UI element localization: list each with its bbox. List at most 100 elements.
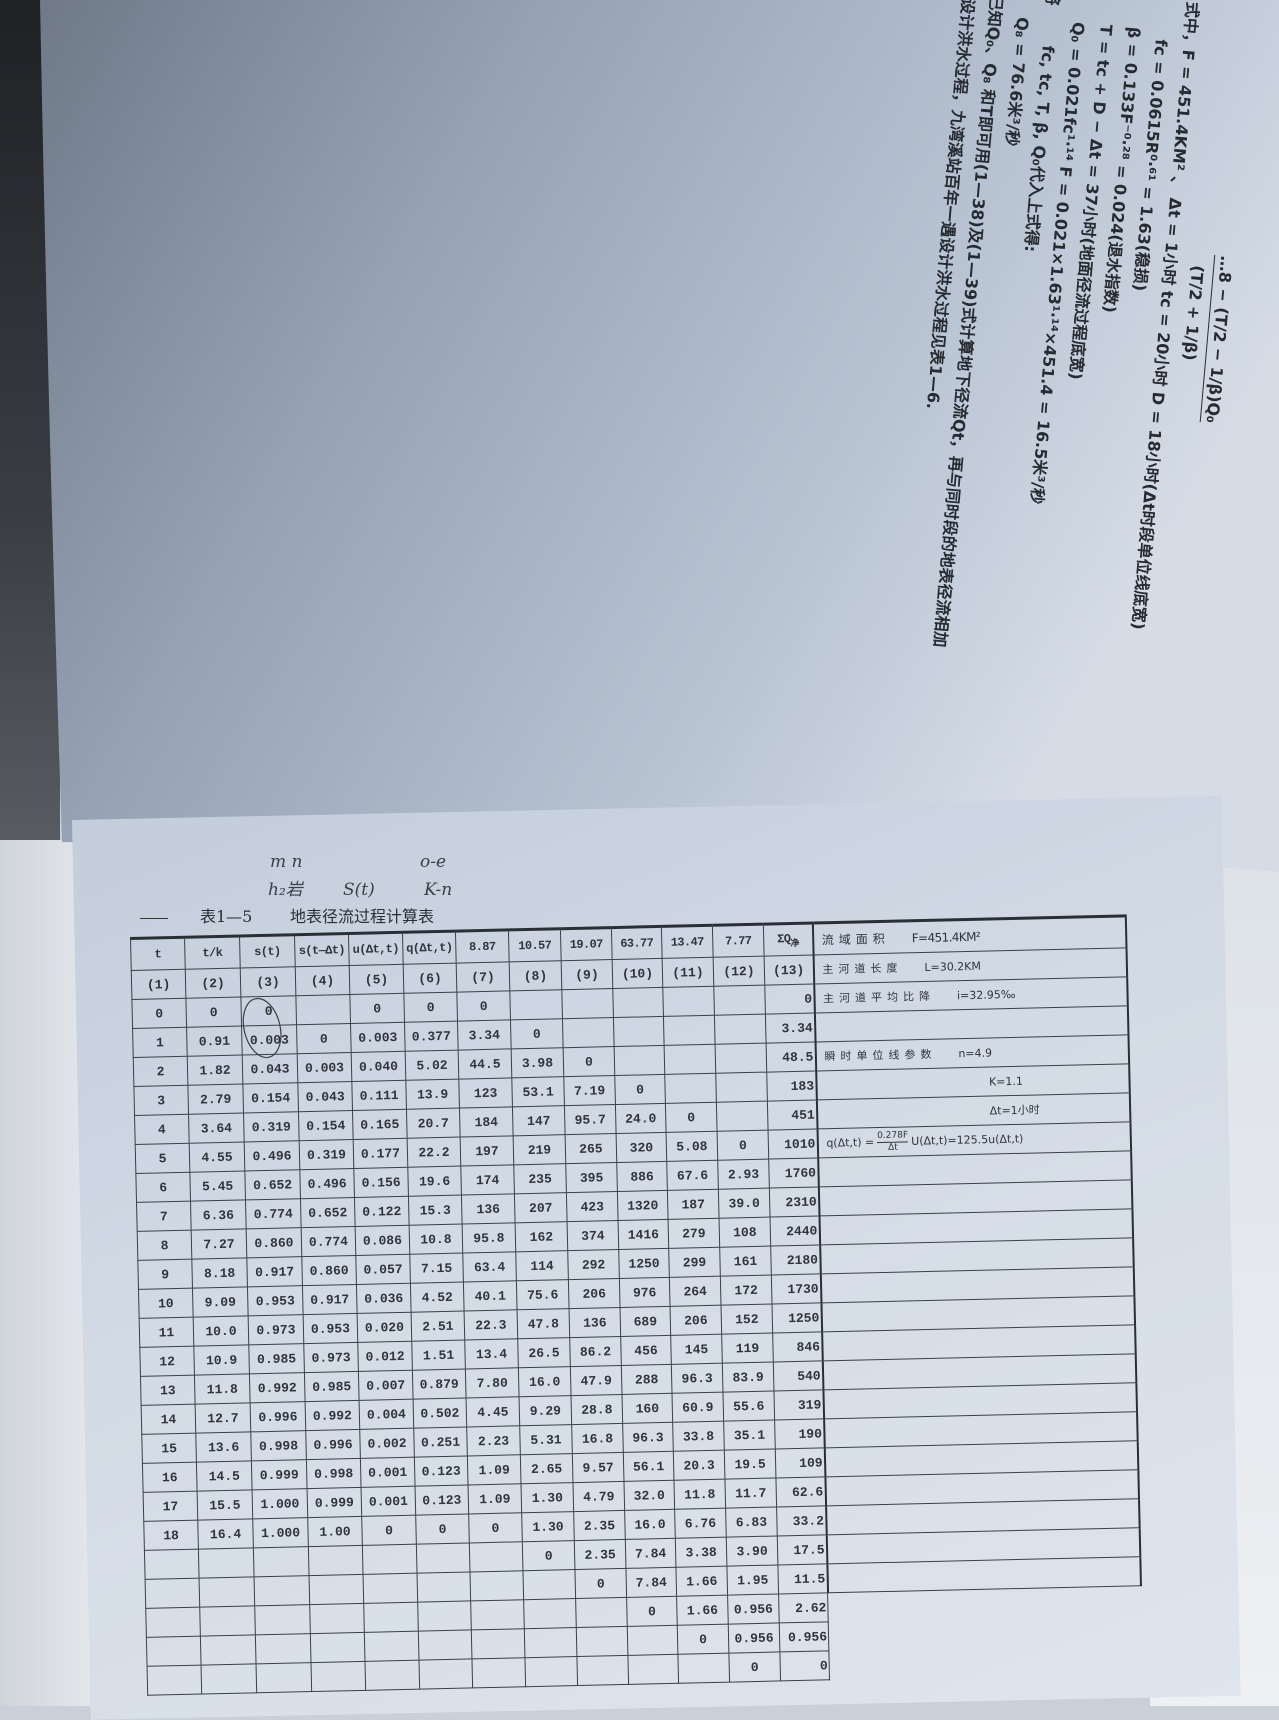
table-cell: 35.1 [724, 1420, 776, 1450]
table-cell: 279 [668, 1218, 720, 1248]
table-cell: 7.19 [564, 1076, 616, 1106]
table-cell [678, 1653, 730, 1683]
column-header: u(Δt,t) [348, 932, 403, 965]
table-cell: 0.973 [304, 1342, 359, 1372]
table-cell [471, 1629, 525, 1659]
table-cell: 109 [775, 1448, 825, 1478]
table-cell [253, 1547, 309, 1577]
table-cell [309, 1574, 364, 1604]
table-cell: 0.917 [302, 1284, 357, 1314]
table-cell: 2.35 [574, 1539, 626, 1569]
table-cell [469, 1542, 523, 1572]
table-cell [417, 1572, 471, 1602]
table-cell: 152 [721, 1304, 773, 1334]
table-cell: 33.2 [777, 1506, 827, 1536]
table-cell: 0.985 [304, 1371, 359, 1401]
table-cell: 0 [510, 1019, 563, 1049]
side-panel-label: 瞬时单位线参数 [824, 1048, 936, 1064]
column-header: t [131, 937, 186, 970]
table-cell: 0 [677, 1624, 729, 1654]
table-cell: 3.98 [511, 1048, 564, 1078]
table-cell: 264 [669, 1276, 721, 1306]
table-cell [362, 1544, 417, 1574]
table-cell: 1760 [769, 1158, 819, 1188]
table-cell: 7.84 [626, 1567, 677, 1597]
table-cell: 1.66 [676, 1566, 728, 1596]
table-cell [310, 1603, 365, 1633]
table-cell: 0.251 [414, 1427, 468, 1457]
table-cell: 320 [616, 1132, 667, 1162]
table-cell: 40.1 [463, 1281, 517, 1311]
table-cell: 1320 [617, 1190, 668, 1220]
column-number: (6) [403, 963, 457, 993]
table-cell: 14.5 [196, 1461, 252, 1491]
table-cell: 83.9 [722, 1362, 774, 1392]
table-cell: 0.086 [355, 1225, 410, 1255]
table-cell: 95.8 [462, 1223, 516, 1253]
table-cell [255, 1605, 311, 1635]
table-cell [663, 1015, 715, 1045]
table-cell: 161 [720, 1246, 772, 1276]
table-cell [363, 1573, 418, 1603]
table-cell: 451 [767, 1100, 817, 1130]
table-cell: 0.992 [249, 1373, 305, 1403]
table-cell: 395 [566, 1163, 618, 1193]
table-cell: 162 [515, 1222, 568, 1252]
table-cell: 1.51 [412, 1340, 466, 1370]
table-cell: 39.0 [718, 1188, 770, 1218]
table-cell: 20.7 [406, 1108, 460, 1138]
table-cell: 456 [621, 1335, 672, 1365]
table-cell: 0 [362, 1515, 417, 1545]
column-number: (5) [349, 964, 404, 994]
table-cell: 26.5 [518, 1338, 571, 1368]
table-cell [714, 1014, 766, 1044]
table-cell: 22.2 [407, 1137, 461, 1167]
table-cell: 16.0 [518, 1367, 571, 1397]
table-cell: 16.8 [572, 1423, 624, 1453]
table-cell: 5.08 [666, 1131, 718, 1161]
table-cell: 4.45 [466, 1397, 520, 1427]
table-cell [562, 1018, 614, 1048]
table-cell: 18 [144, 1520, 199, 1550]
table-cell: 2.79 [188, 1084, 244, 1114]
table-cell: 206 [670, 1305, 722, 1335]
table-cell: 976 [619, 1277, 670, 1307]
table-cell [562, 989, 614, 1019]
table-cell: 1.66 [677, 1595, 729, 1625]
table-cell: 60.9 [672, 1392, 724, 1422]
side-panel-value: F=451.4KM² [912, 929, 981, 945]
table-cell: 0.165 [352, 1109, 407, 1139]
table-cell: 17.5 [777, 1535, 827, 1565]
table-cell: 3.34 [765, 1013, 815, 1043]
table-cell [144, 1549, 199, 1579]
table-cell: 172 [720, 1275, 772, 1305]
table-cell: 0.999 [251, 1460, 307, 1490]
table-cell: 0.043 [298, 1082, 353, 1112]
table-cell [576, 1626, 628, 1656]
table-cell: 2.35 [574, 1510, 626, 1540]
table-cell: 540 [773, 1361, 823, 1391]
table-cell: 9.57 [572, 1452, 624, 1482]
table-cell: 0.177 [353, 1138, 408, 1168]
side-panel-value: K=1.1 [989, 1074, 1023, 1088]
table-cell: 2.51 [411, 1311, 465, 1341]
table-cell: 9.29 [519, 1396, 572, 1426]
column-header: t/k [185, 936, 241, 969]
table-cell [254, 1576, 310, 1606]
formula-denominator: Δt [877, 1142, 908, 1154]
table-cell: 0 [765, 984, 815, 1014]
side-panel-label: 流域面积 [822, 931, 890, 947]
table-cell: 4 [135, 1114, 190, 1144]
table-cell: 1.95 [727, 1565, 779, 1595]
table-cell: 0.003 [297, 1053, 352, 1083]
table-cell: 20.3 [673, 1450, 725, 1480]
table-cell: 0.999 [307, 1487, 362, 1517]
table-cell: 16 [142, 1462, 197, 1492]
table-cell [418, 1630, 472, 1660]
table-cell: 0.652 [300, 1197, 355, 1227]
column-header: ΣQ净 [763, 923, 813, 956]
table-cell [663, 986, 715, 1016]
table-cell: 95.7 [564, 1105, 616, 1135]
table-cell: 13.6 [196, 1432, 252, 1462]
table-cell: 0.496 [244, 1141, 300, 1171]
